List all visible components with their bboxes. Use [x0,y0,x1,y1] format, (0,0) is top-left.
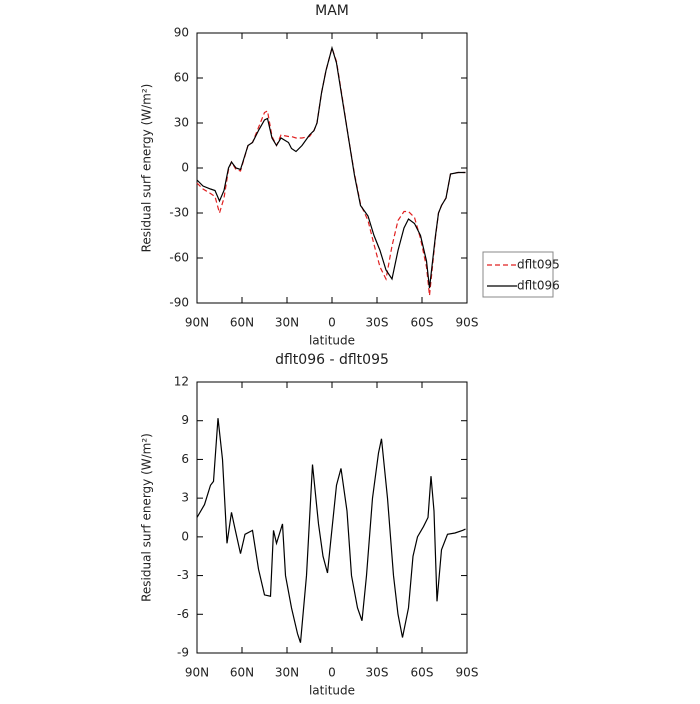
x-tick-label: 90S [456,666,479,680]
y-tick-label: -3 [177,568,189,582]
y-tick-label: -9 [177,646,189,660]
y-tick-label: 0 [181,161,189,175]
x-tick-label: 0 [328,316,336,330]
y-tick-label: 9 [181,413,189,427]
y-tick-label: 90 [174,26,189,40]
plot-frame [196,32,468,304]
y-tick-label: -60 [169,251,189,265]
y-tick-label: 0 [181,529,189,543]
y-axis-label: Residual surf energy (W/m²) [140,433,154,602]
x-tick-label: 60N [230,316,254,330]
x-tick-label: 30N [275,316,299,330]
legend-label: dflt095 [517,258,560,272]
data-line [196,45,466,296]
x-tick-label: 30S [366,666,389,680]
data-line [196,45,466,289]
y-tick-label: -6 [177,607,189,621]
x-axis-label: latitude [309,684,355,698]
legend-label: dflt096 [517,279,560,293]
y-tick-label: 60 [174,71,189,85]
x-tick-label: 30S [366,316,389,330]
x-tick-label: 60S [411,316,434,330]
y-tick-label: 12 [174,375,189,389]
chart-title: dflt096 - dflt095 [275,352,389,368]
x-tick-label: 0 [328,666,336,680]
y-tick-label: -30 [169,206,189,220]
x-axis-label: latitude [309,334,355,348]
plot-frame [196,381,468,654]
chart-title: MAM [315,3,349,19]
x-tick-label: 90S [456,316,479,330]
y-tick-label: 30 [174,116,189,130]
x-tick-label: 60S [411,666,434,680]
y-tick-label: 6 [181,452,189,466]
y-tick-label: 3 [181,491,189,505]
y-axis-label: Residual surf energy (W/m²) [140,84,154,253]
legend-box [482,251,554,298]
data-line [196,418,466,643]
x-tick-label: 30N [275,666,299,680]
y-tick-label: -90 [169,296,189,310]
x-tick-label: 90N [185,316,209,330]
x-tick-label: 60N [230,666,254,680]
x-tick-label: 90N [185,666,209,680]
